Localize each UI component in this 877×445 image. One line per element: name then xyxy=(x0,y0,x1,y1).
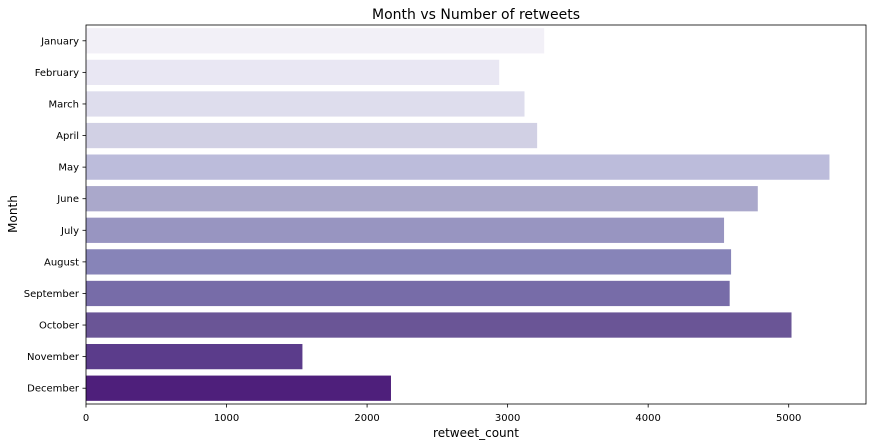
y-tick-label-june: June xyxy=(56,194,79,205)
y-tick-label-may: May xyxy=(58,163,79,174)
x-axis-label: retweet_count xyxy=(433,426,519,440)
y-tick-label-february: February xyxy=(35,68,79,79)
y-tick-label-january: January xyxy=(40,36,79,47)
bars-group xyxy=(86,28,830,401)
y-tick-label-december: December xyxy=(27,384,80,395)
x-tick-label-1000: 1000 xyxy=(214,413,239,424)
x-tick-label-4000: 4000 xyxy=(635,413,660,424)
y-tick-label-september: September xyxy=(24,289,80,300)
bar-february xyxy=(86,59,500,86)
y-axis-label: Month xyxy=(6,195,20,233)
bar-november xyxy=(86,343,303,370)
chart-title: Month vs Number of retweets xyxy=(372,7,580,23)
y-tick-label-october: October xyxy=(39,321,80,332)
y-tick-label-august: August xyxy=(44,257,79,268)
bar-may xyxy=(86,154,830,180)
bar-september xyxy=(86,280,730,307)
x-tick-label-3000: 3000 xyxy=(495,413,520,424)
bar-march xyxy=(86,91,525,117)
bar-august xyxy=(86,249,732,275)
bar-april xyxy=(86,122,538,149)
y-tick-label-july: July xyxy=(60,226,79,237)
x-axis-ticks: 0 1000 2000 3000 4000 5000 xyxy=(83,404,801,424)
bar-december xyxy=(86,375,391,401)
bar-june xyxy=(86,186,758,212)
y-axis-ticks: January February March April May June July Augu… xyxy=(24,36,86,395)
y-tick-label-march: March xyxy=(49,99,79,110)
bar-october xyxy=(86,312,792,338)
plot-frame xyxy=(85,24,867,405)
y-tick-label-april: April xyxy=(56,131,79,142)
bar-july xyxy=(86,217,725,243)
bar-january xyxy=(86,28,545,54)
y-tick-label-november: November xyxy=(27,352,80,363)
x-tick-label-0: 0 xyxy=(83,413,89,424)
x-tick-label-2000: 2000 xyxy=(354,413,379,424)
x-tick-label-5000: 5000 xyxy=(776,413,801,424)
